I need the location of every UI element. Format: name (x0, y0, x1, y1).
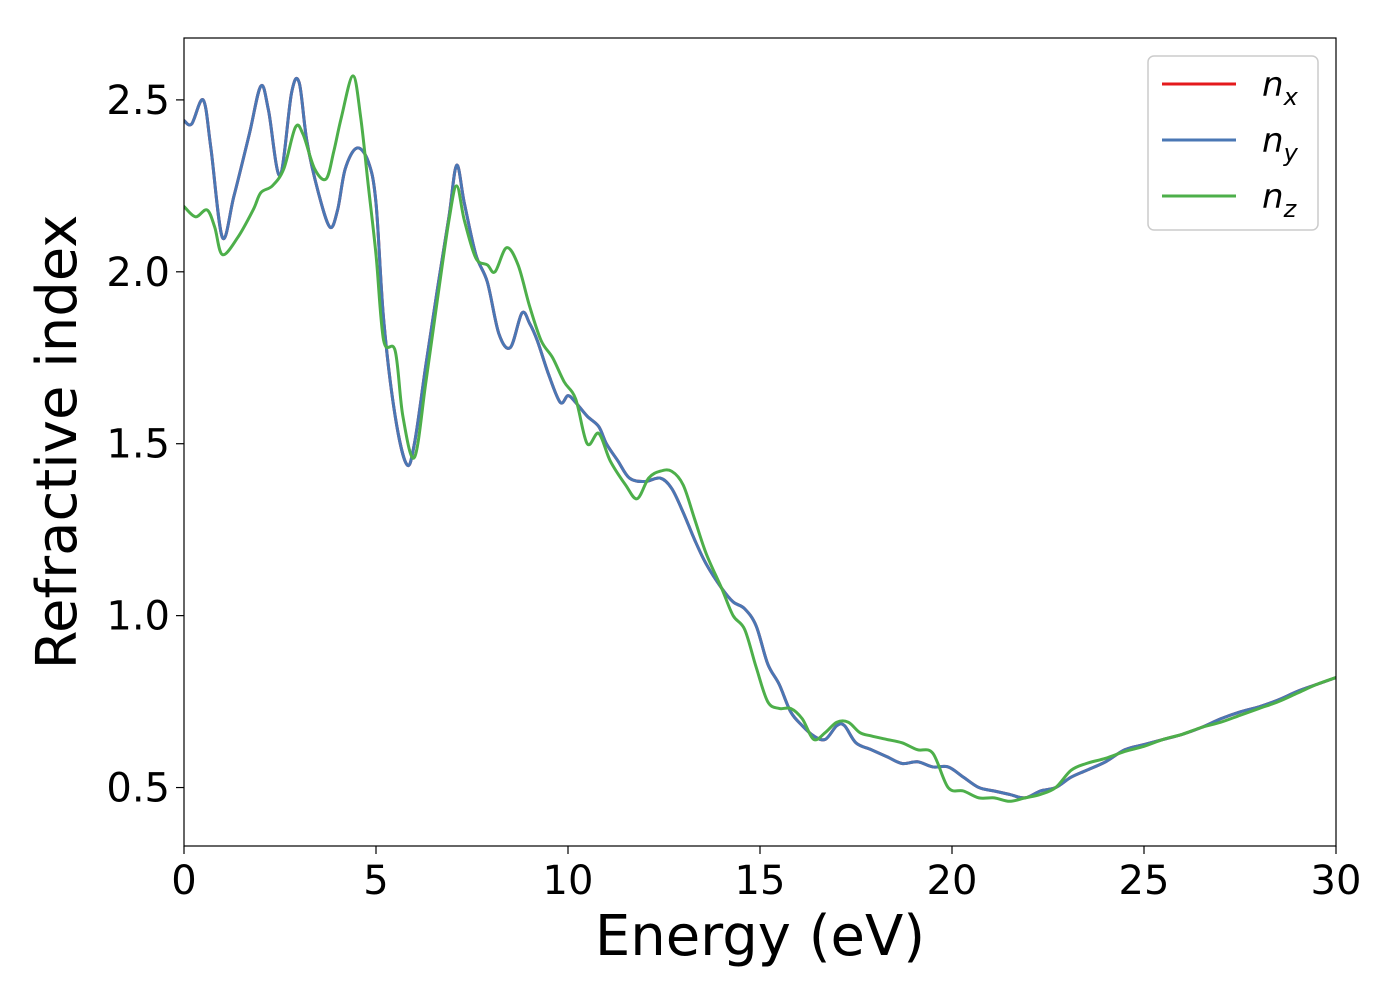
x-axis-label: Energy (eV) (595, 904, 925, 969)
plot-area (184, 38, 1336, 846)
x-tick-label: 0 (171, 858, 196, 904)
y-axis-label: Refractive index (25, 215, 90, 670)
x-axis-ticks: 0 5 10 15 20 25 30 (171, 846, 1361, 904)
x-tick-label: 20 (927, 858, 978, 904)
y-tick-label: 1.5 (106, 422, 170, 468)
x-tick-label: 5 (363, 858, 388, 904)
y-axis-ticks: 0.5 1.0 1.5 2.0 2.5 (106, 78, 184, 812)
x-tick-label: 25 (1119, 858, 1170, 904)
y-tick-label: 1.0 (106, 594, 170, 640)
y-tick-label: 2.5 (106, 78, 170, 124)
x-tick-label: 10 (543, 858, 594, 904)
y-tick-label: 2.0 (106, 250, 170, 296)
series-line-nz (184, 74, 1336, 803)
y-tick-label: 0.5 (106, 766, 170, 812)
legend-box (1147, 55, 1319, 231)
series-layer (184, 74, 1336, 803)
x-tick-label: 30 (1311, 858, 1362, 904)
x-tick-label: 15 (735, 858, 786, 904)
